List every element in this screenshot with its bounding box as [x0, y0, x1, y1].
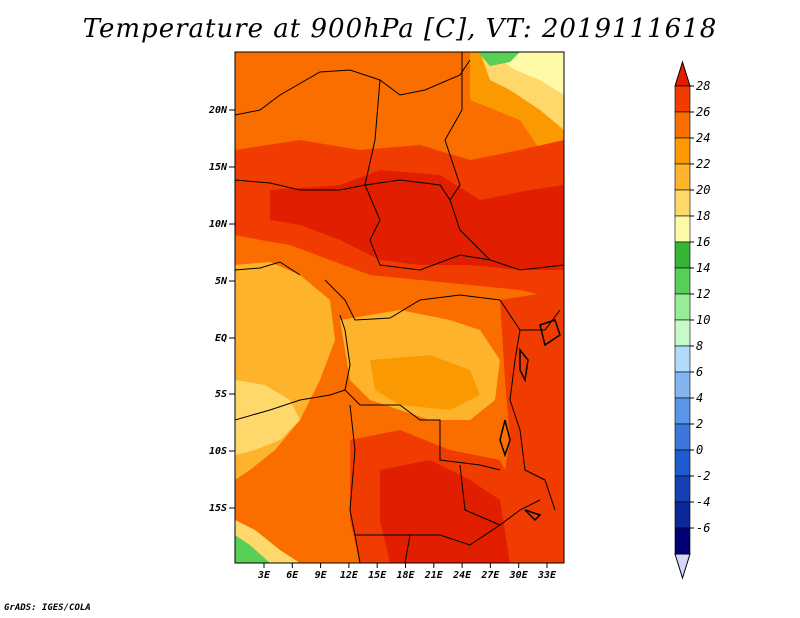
- lat-tick-label: 10S: [209, 446, 227, 457]
- sahara-orange: [235, 52, 470, 125]
- map-fill-layer: [235, 52, 564, 563]
- colorbar-label: 22: [696, 157, 710, 171]
- colorbar-bottom-arrow: [674, 553, 691, 580]
- southwest-green: [235, 535, 270, 563]
- map-frame: [234, 51, 565, 564]
- lon-tick-label: 33E: [537, 570, 557, 581]
- lat-tick-label: 10N: [209, 219, 228, 230]
- country-borders: [235, 52, 564, 563]
- lat-tick-label: 20N: [208, 105, 228, 116]
- colorbar-label: 8: [696, 339, 703, 353]
- west-coast-cool: [235, 380, 300, 455]
- colorbar-label: 24: [696, 131, 710, 145]
- colorbar-segment: [674, 267, 691, 295]
- lon-tick-label: 15E: [368, 570, 387, 581]
- colorbar-label: -4: [696, 495, 710, 509]
- colorbar-label: 6: [696, 365, 703, 379]
- colorbar-label: 20: [696, 183, 710, 197]
- colorbar-segment: [674, 241, 691, 269]
- colorbar-segment: [674, 319, 691, 347]
- lon-tick-label: 12E: [340, 570, 359, 581]
- colorbar-segment: [674, 189, 691, 217]
- lat-tick-label: 5N: [215, 276, 228, 287]
- colorbar-segment: [674, 423, 691, 451]
- lat-tick-label: 5S: [215, 389, 227, 400]
- chart-title: Temperature at 900hPa [C], VT: 201911161…: [82, 14, 718, 44]
- colorbar-segment: [674, 137, 691, 165]
- colorbar-segment: [674, 163, 691, 191]
- colorbar-label: 18: [696, 209, 710, 223]
- lat-tick-label: 15N: [209, 162, 228, 173]
- colorbar-segment: [674, 371, 691, 399]
- grads-credit: GrADS: IGES/COLA: [4, 603, 91, 613]
- lon-tick-label: 30E: [509, 570, 529, 581]
- lon-tick-label: 24E: [452, 570, 472, 581]
- colorbar-segment: [674, 293, 691, 321]
- colorbar-label: -2: [696, 469, 710, 483]
- latitude-axis: 20N 15N 10N 5N EQ 5S 10S 15S: [208, 105, 235, 514]
- colorbar-segment: [674, 85, 691, 113]
- lon-tick-label: 3E: [257, 570, 271, 581]
- colorbar-segment: [674, 501, 691, 529]
- colorbar-label: 4: [696, 391, 703, 405]
- lon-tick-label: 21E: [424, 570, 444, 581]
- colorbar-segment: [674, 475, 691, 503]
- colorbar-segment: [674, 527, 691, 555]
- colorbar-segment: [674, 345, 691, 373]
- colorbar-label: 16: [696, 235, 710, 249]
- lakes: [499, 319, 561, 522]
- lat-tick-label: 15S: [209, 503, 227, 514]
- colorbar-label: 0: [696, 443, 703, 457]
- lon-tick-label: 6E: [286, 570, 299, 581]
- northeast-cooler: [490, 52, 564, 95]
- lat-tick-label: EQ: [215, 333, 227, 344]
- colorbar-segment: [674, 449, 691, 477]
- congo-mild-warm: [370, 355, 480, 410]
- colorbar-label: 10: [696, 313, 710, 327]
- lon-tick-label: 9E: [315, 570, 328, 581]
- colorbar-label: 26: [696, 105, 710, 119]
- lon-tick-label: 27E: [480, 570, 500, 581]
- northeast-green: [478, 52, 520, 66]
- colorbar-segment: [674, 397, 691, 425]
- lon-tick-label: 18E: [396, 570, 415, 581]
- colorbar-top-arrow: [674, 60, 691, 87]
- longitude-axis: 3E 6E 9E 12E 15E 18E 21E 24E 27E 30E 33E: [257, 563, 557, 581]
- colorbar-label: 14: [696, 261, 710, 275]
- colorbar-label: 28: [696, 79, 710, 93]
- colorbar-segment: [674, 215, 691, 243]
- south-very-hot: [380, 460, 510, 563]
- colorbar-label: 2: [696, 417, 703, 431]
- colorbar-label: -6: [696, 521, 710, 535]
- colorbar-segment: [674, 111, 691, 139]
- sahel-very-hot: [270, 170, 564, 270]
- colorbar-label: 12: [696, 287, 710, 301]
